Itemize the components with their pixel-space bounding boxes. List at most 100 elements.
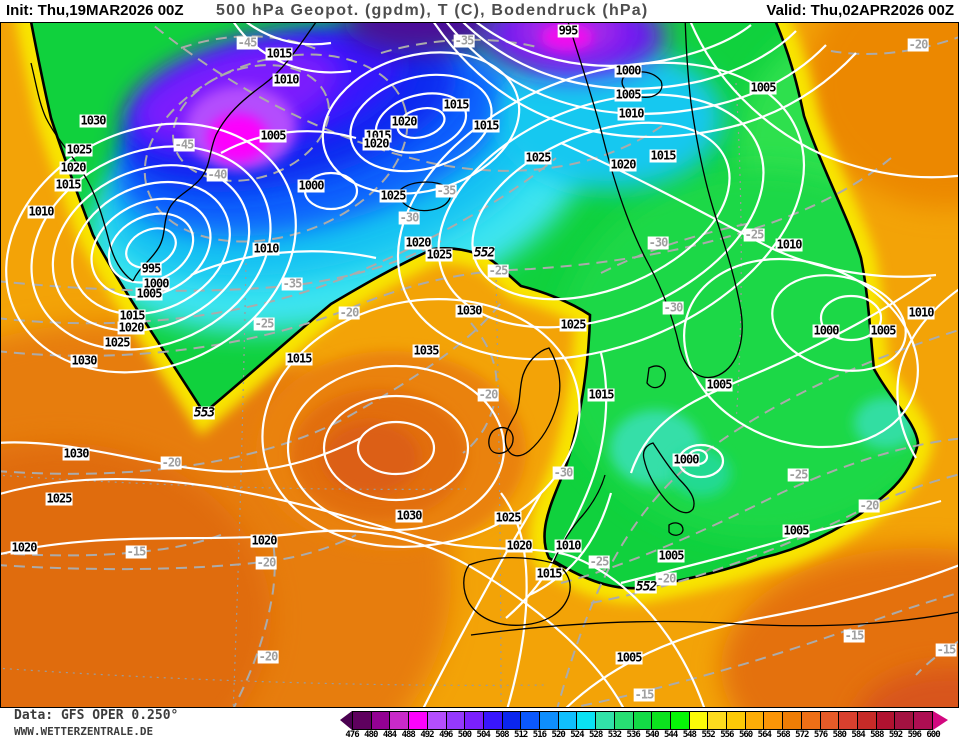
colorbar-tick: 568 [776,730,790,740]
temperature-label: -15 [843,628,865,643]
colorbar-cell [613,712,633,729]
colorbar-tick: 528 [589,730,603,740]
temperature-label: -25 [743,227,765,242]
pressure-label: 1020 [609,157,637,172]
colorbar-cell [482,712,502,729]
website-label: WWW.WETTERZENTRALE.DE [14,725,154,738]
pressure-label: 1015 [442,97,470,112]
colorbar-tick: 516 [532,730,547,740]
temperature-label: -30 [398,210,420,225]
colorbar-cell [576,712,596,729]
colorbar-cell [501,712,521,729]
colorbar-tick: 500 [457,730,472,740]
pressure-label: 1000 [142,276,170,291]
colorbar-cell [913,712,932,729]
colorbar-tick: 548 [682,730,697,740]
graticule [1,82,742,707]
geopotential-552-contour [29,23,920,590]
temperature-label: -20 [338,305,360,320]
pressure-label: 1025 [494,510,522,525]
pressure-label: 1010 [554,538,582,553]
data-source-label: Data: GFS OPER 0.250° [14,708,179,723]
pressure-label: 995 [557,23,579,38]
colorbar-cell [688,712,708,729]
colorbar-cell [464,712,483,729]
temperature-label: -20 [255,555,277,570]
colorbar-tick: 596 [907,730,922,740]
pressure-label: 1015 [472,118,500,133]
valid-time-label: Valid: Thu,02APR2026 00Z [766,2,954,19]
pressure-label: 1015 [535,566,563,581]
colorbar-tick: 556 [720,730,734,740]
colorbar-cell [520,712,540,729]
chart-footer: Data: GFS OPER 0.250° WWW.WETTERZENTRALE… [0,708,959,741]
colorbar-cell [389,712,409,729]
temperature-label: -20 [477,387,499,402]
colorbar-cell [782,712,801,729]
colorbar-cell [632,712,652,729]
pressure-label: 1025 [559,317,587,332]
temperature-label: -25 [253,316,275,331]
colorbar-cell [819,712,839,729]
pressure-label: 1035 [412,343,440,358]
colorbar-tick: 520 [551,730,566,740]
pressure-label: 1010 [252,241,280,256]
colorbar-tick: 544 [663,730,678,740]
colorbar-cell [408,712,427,729]
pressure-label: 1005 [135,286,163,301]
pressure-label: 995 [140,261,162,276]
pressure-label: 1020 [59,160,87,175]
temperature-label: -35 [281,276,303,291]
temperature-label: -15 [633,687,655,702]
geopotential-label: 552 [472,245,495,261]
temperature-label: -25 [487,263,509,278]
colorbar-tick: 572 [795,730,809,740]
colorbar-tick: 560 [738,730,753,740]
pressure-label: 1000 [614,63,642,78]
colorbar-tick: 484 [382,730,397,740]
pressure-label: 1030 [79,113,107,128]
temperature-label: -20 [858,498,880,513]
colorbar-right-arrow [933,711,948,730]
colorbar-cell [539,712,558,729]
colorbar-tick: 580 [832,730,847,740]
geopotential-label: 552 [634,579,657,595]
temperature-label: -15 [935,642,957,657]
colorbar-cell [669,712,689,729]
pressure-label: 1010 [775,237,803,252]
pressure-label: 1000 [812,323,840,338]
pressure-label: 1030 [70,353,98,368]
pressure-label: 1020 [250,533,278,548]
pressure-label: 1030 [395,508,423,523]
colorbar-cell [894,712,914,729]
pressure-label: 1005 [705,377,733,392]
colorbar-cell [707,712,727,729]
colorbar-cell [426,712,446,729]
pressure-label: 1025 [379,188,407,203]
colorbar-tick: 564 [757,730,772,740]
colorbar-cell [856,712,876,729]
map-artwork [1,23,958,707]
colorbar-tick: 600 [926,730,940,740]
colorbar-cell [744,712,764,729]
colorbar-tick: 552 [701,730,715,740]
pressure-label: 1005 [657,548,685,563]
pressure-label: 1025 [45,491,73,506]
pressure-label: 1025 [65,142,93,157]
geopotential-label: 553 [192,405,215,421]
pressure-label: 1015 [265,46,293,61]
pressure-label: 1005 [615,650,643,665]
pressure-label: 1005 [749,80,777,95]
colorbar-cell [875,712,895,729]
pressure-label: 1015 [285,351,313,366]
init-time-label: Init: Thu,19MAR2026 00Z [6,2,184,19]
pressure-label: 1010 [27,204,55,219]
temperature-label: -20 [655,571,677,586]
temperature-label: -20 [160,455,182,470]
colorbar-tick: 540 [645,730,659,740]
pressure-label: 1005 [869,323,897,338]
temperature-label: -25 [588,554,610,569]
colorbar-tick: 584 [851,730,865,740]
pressure-label: 1020 [390,114,418,129]
